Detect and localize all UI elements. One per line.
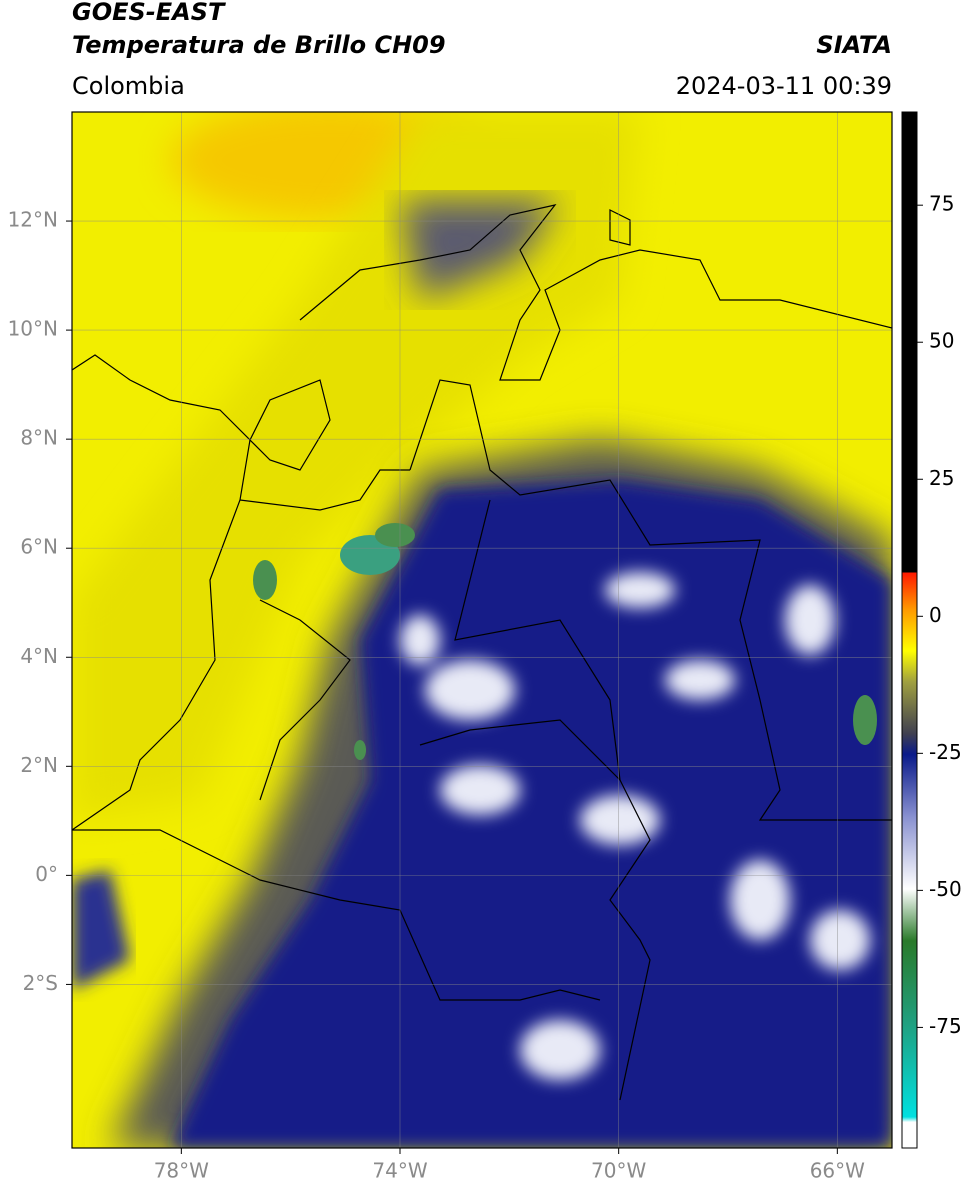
- lon-tick-label: 74°W: [372, 1159, 427, 1183]
- graticule: [72, 112, 892, 1148]
- colorbar-label: 0: [929, 603, 942, 627]
- lat-tick-label: 12°N: [8, 208, 58, 232]
- colorbar-label: -25: [929, 740, 962, 764]
- lat-tick-label: 8°N: [20, 426, 58, 450]
- colorbar-label: 75: [929, 192, 954, 216]
- lat-tick-label: 2°N: [20, 753, 58, 777]
- timestamp: 2024-03-11 00:39: [676, 72, 892, 100]
- lon-tick-label: 70°W: [591, 1159, 646, 1183]
- colorbar: [901, 111, 918, 1149]
- colorbar-label: 25: [929, 466, 954, 490]
- lat-tick-label: 0°: [35, 862, 58, 886]
- lat-tick-label: 4°N: [20, 644, 58, 668]
- map-frame: [71, 111, 893, 1149]
- lon-tick-label: 78°W: [154, 1159, 209, 1183]
- region: Colombia: [72, 72, 185, 100]
- source: SIATA: [816, 31, 892, 59]
- lat-tick-label: 2°S: [23, 971, 58, 995]
- colorbar-label: -75: [929, 1014, 962, 1038]
- lon-tick-label: 66°W: [810, 1159, 865, 1183]
- lat-tick-label: 10°N: [8, 317, 58, 341]
- imagery: [72, 112, 892, 1148]
- lat-tick-label: 6°N: [20, 535, 58, 559]
- colorbar-label: 50: [929, 329, 954, 353]
- colorbar-label: -50: [929, 877, 962, 901]
- subtitle: Temperatura de Brillo CH09: [72, 31, 446, 59]
- title: GOES-EAST: [72, 0, 226, 26]
